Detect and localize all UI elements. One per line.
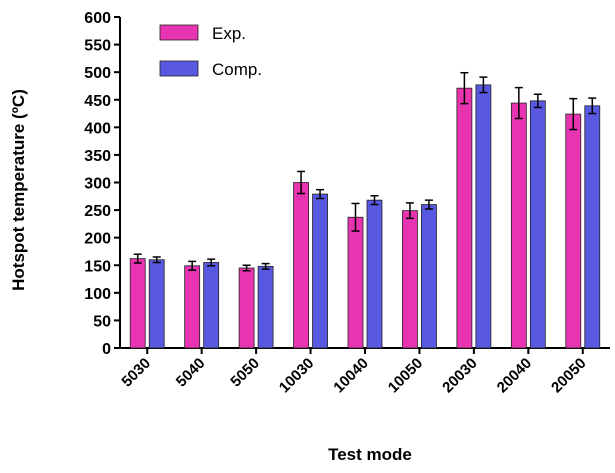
y-tick-label: 200 <box>84 231 111 248</box>
x-tick-label: 20040 <box>494 355 536 397</box>
y-tick-label: 250 <box>84 203 111 220</box>
y-tick-label: 450 <box>84 93 111 110</box>
y-tick-label: 0 <box>102 341 111 358</box>
error-bars <box>133 71 597 272</box>
bar-comp <box>203 262 220 349</box>
y-tick-label: 350 <box>84 148 111 165</box>
y-tick-label: 550 <box>84 38 111 55</box>
bar-comp <box>257 265 274 349</box>
legend-label: Comp. <box>212 60 262 79</box>
y-tick-label: 300 <box>84 176 111 193</box>
bar-exp <box>456 87 473 349</box>
y-tick-label: 150 <box>84 258 111 275</box>
y-tick-label: 400 <box>84 120 111 137</box>
x-tick-label: 5050 <box>227 355 263 391</box>
x-axis-title: Test mode <box>328 445 412 464</box>
y-axis-title: Hotspot temperature (ºC) <box>9 89 28 291</box>
legend: Exp. Comp. <box>159 24 262 79</box>
bar-comp <box>475 84 492 349</box>
bar-comp <box>584 105 601 349</box>
x-tick-label: 10050 <box>385 355 427 397</box>
x-axis: 5030 5040 5050 10030 10040 10050 20030 20040 200… <box>118 347 610 397</box>
bar-exp <box>238 267 255 349</box>
bar-comp <box>312 193 328 349</box>
x-tick-label: 10030 <box>276 355 318 397</box>
y-tick-label: 600 <box>84 10 111 27</box>
x-tick-label: 20030 <box>439 355 481 397</box>
bar-exp <box>129 258 146 349</box>
bar-exp <box>402 210 418 349</box>
x-tick-label: 20050 <box>548 355 590 397</box>
bars <box>129 84 601 349</box>
bar-exp <box>184 265 201 349</box>
x-tick-label: 10040 <box>330 355 372 397</box>
legend-label: Exp. <box>212 24 246 43</box>
x-tick-label: 5040 <box>173 355 209 391</box>
bar-exp <box>347 216 364 349</box>
bar-comp <box>529 100 546 349</box>
bar-exp <box>565 113 582 349</box>
x-tick-label: 5030 <box>118 355 154 391</box>
y-tick-label: 500 <box>84 65 111 82</box>
y-tick-label: 50 <box>93 313 111 330</box>
y-axis: 0 50 100 150 200 250 300 350 400 450 500 550 600 <box>84 10 121 358</box>
bar-exp <box>293 182 309 349</box>
y-tick-label: 100 <box>84 286 111 303</box>
bar-comp <box>366 199 383 349</box>
legend-swatch <box>159 60 199 77</box>
legend-swatch <box>159 24 199 41</box>
bar-comp <box>421 204 437 349</box>
bar-exp <box>510 102 527 349</box>
bar-comp <box>148 259 165 349</box>
